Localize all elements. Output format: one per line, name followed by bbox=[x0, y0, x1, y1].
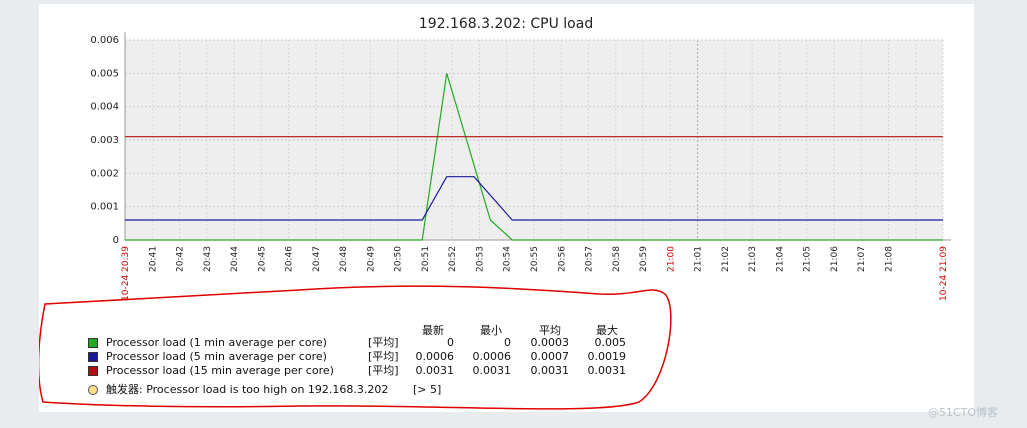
legend-max: 0.005 bbox=[594, 336, 627, 349]
y-tick-label: 0.005 bbox=[90, 68, 119, 79]
x-boundary-label: 10-24 21:09 bbox=[939, 246, 949, 301]
series-line bbox=[125, 176, 943, 221]
y-tick-label: 0.003 bbox=[90, 135, 119, 146]
x-tick-label: 21:05 bbox=[803, 246, 813, 272]
x-tick-label: 20:57 bbox=[585, 246, 595, 272]
x-tick-label: 20:45 bbox=[257, 246, 267, 272]
legend-avg: 0.0003 bbox=[530, 336, 570, 349]
trigger-condition: [> 5] bbox=[413, 383, 442, 396]
y-tick-label: 0.002 bbox=[90, 168, 119, 179]
legend-last: 0 bbox=[447, 336, 454, 349]
x-tick-label: 21:02 bbox=[721, 246, 731, 272]
x-tick-label: 21:07 bbox=[857, 246, 867, 272]
x-tick-label: 20:42 bbox=[176, 246, 186, 272]
x-tick-label: 20:48 bbox=[339, 246, 349, 272]
x-tick-label: 20:47 bbox=[312, 246, 322, 272]
legend-max: 0.0019 bbox=[587, 350, 627, 363]
legend-avg: 0.0007 bbox=[530, 350, 570, 363]
legend-series-name: Processor load (1 min average per core) bbox=[106, 336, 327, 349]
trigger-text: 触发器: Processor load is too high on 192.1… bbox=[106, 383, 389, 396]
watermark: @51CTO博客 bbox=[928, 406, 999, 419]
x-tick-label: 21:08 bbox=[884, 246, 894, 272]
x-tick-label: 20:52 bbox=[448, 246, 458, 272]
x-tick-label: 20:49 bbox=[366, 246, 376, 272]
legend-swatch bbox=[88, 352, 98, 362]
x-tick-label: 20:50 bbox=[394, 246, 404, 272]
x-tick-label: 20:51 bbox=[421, 246, 431, 272]
legend-last: 0.0006 bbox=[415, 350, 455, 363]
graph-panel: 192.168.3.202: CPU load 0 0.001 0.002 0.003… bbox=[39, 4, 974, 412]
legend-last: 0.0031 bbox=[415, 364, 455, 377]
x-tick-label: 21:00 bbox=[666, 246, 676, 272]
series-line bbox=[125, 73, 943, 241]
legend-max: 0.0031 bbox=[587, 364, 627, 377]
x-tick-label: 20:53 bbox=[475, 246, 485, 272]
legend-swatch bbox=[88, 338, 98, 348]
x-tick-label: 20:56 bbox=[557, 246, 567, 272]
y-tick-label: 0.001 bbox=[90, 202, 119, 213]
legend-avg: 0.0031 bbox=[530, 364, 570, 377]
x-tick-label: 21:04 bbox=[775, 246, 785, 272]
x-tick-label: 20:58 bbox=[612, 246, 622, 272]
y-tick-label: 0 bbox=[113, 235, 119, 246]
y-tick-label: 0.006 bbox=[90, 35, 119, 46]
x-tick-label: 20:41 bbox=[148, 246, 158, 272]
x-tick-label: 20:46 bbox=[285, 246, 295, 272]
x-tick-label: 21:06 bbox=[830, 246, 840, 272]
legend-series-name: Processor load (5 min average per core) bbox=[106, 350, 327, 363]
x-tick-label: 20:54 bbox=[503, 246, 513, 272]
x-tick-label: 21:01 bbox=[694, 246, 704, 272]
x-tick-label: 21:03 bbox=[748, 246, 758, 272]
legend-min: 0.0006 bbox=[472, 350, 512, 363]
x-tick-label: 20:43 bbox=[203, 246, 213, 272]
legend-min: 0 bbox=[504, 336, 511, 349]
x-tick-label: 20:55 bbox=[530, 246, 540, 272]
trigger-indicator-icon bbox=[88, 385, 98, 395]
y-tick-label: 0.004 bbox=[90, 102, 119, 113]
legend-min: 0.0031 bbox=[472, 364, 512, 377]
x-tick-label: 20:59 bbox=[639, 246, 649, 272]
x-boundary-label: 10-24 20:39 bbox=[121, 246, 131, 301]
legend-series-name: Processor load (15 min average per core) bbox=[106, 364, 334, 377]
x-tick-label: 20:44 bbox=[230, 246, 240, 272]
chart-title: 192.168.3.202: CPU load bbox=[419, 16, 593, 32]
legend-swatch bbox=[88, 366, 98, 376]
cpu-load-chart: 192.168.3.202: CPU load 0 0.001 0.002 0.003… bbox=[90, 16, 951, 301]
